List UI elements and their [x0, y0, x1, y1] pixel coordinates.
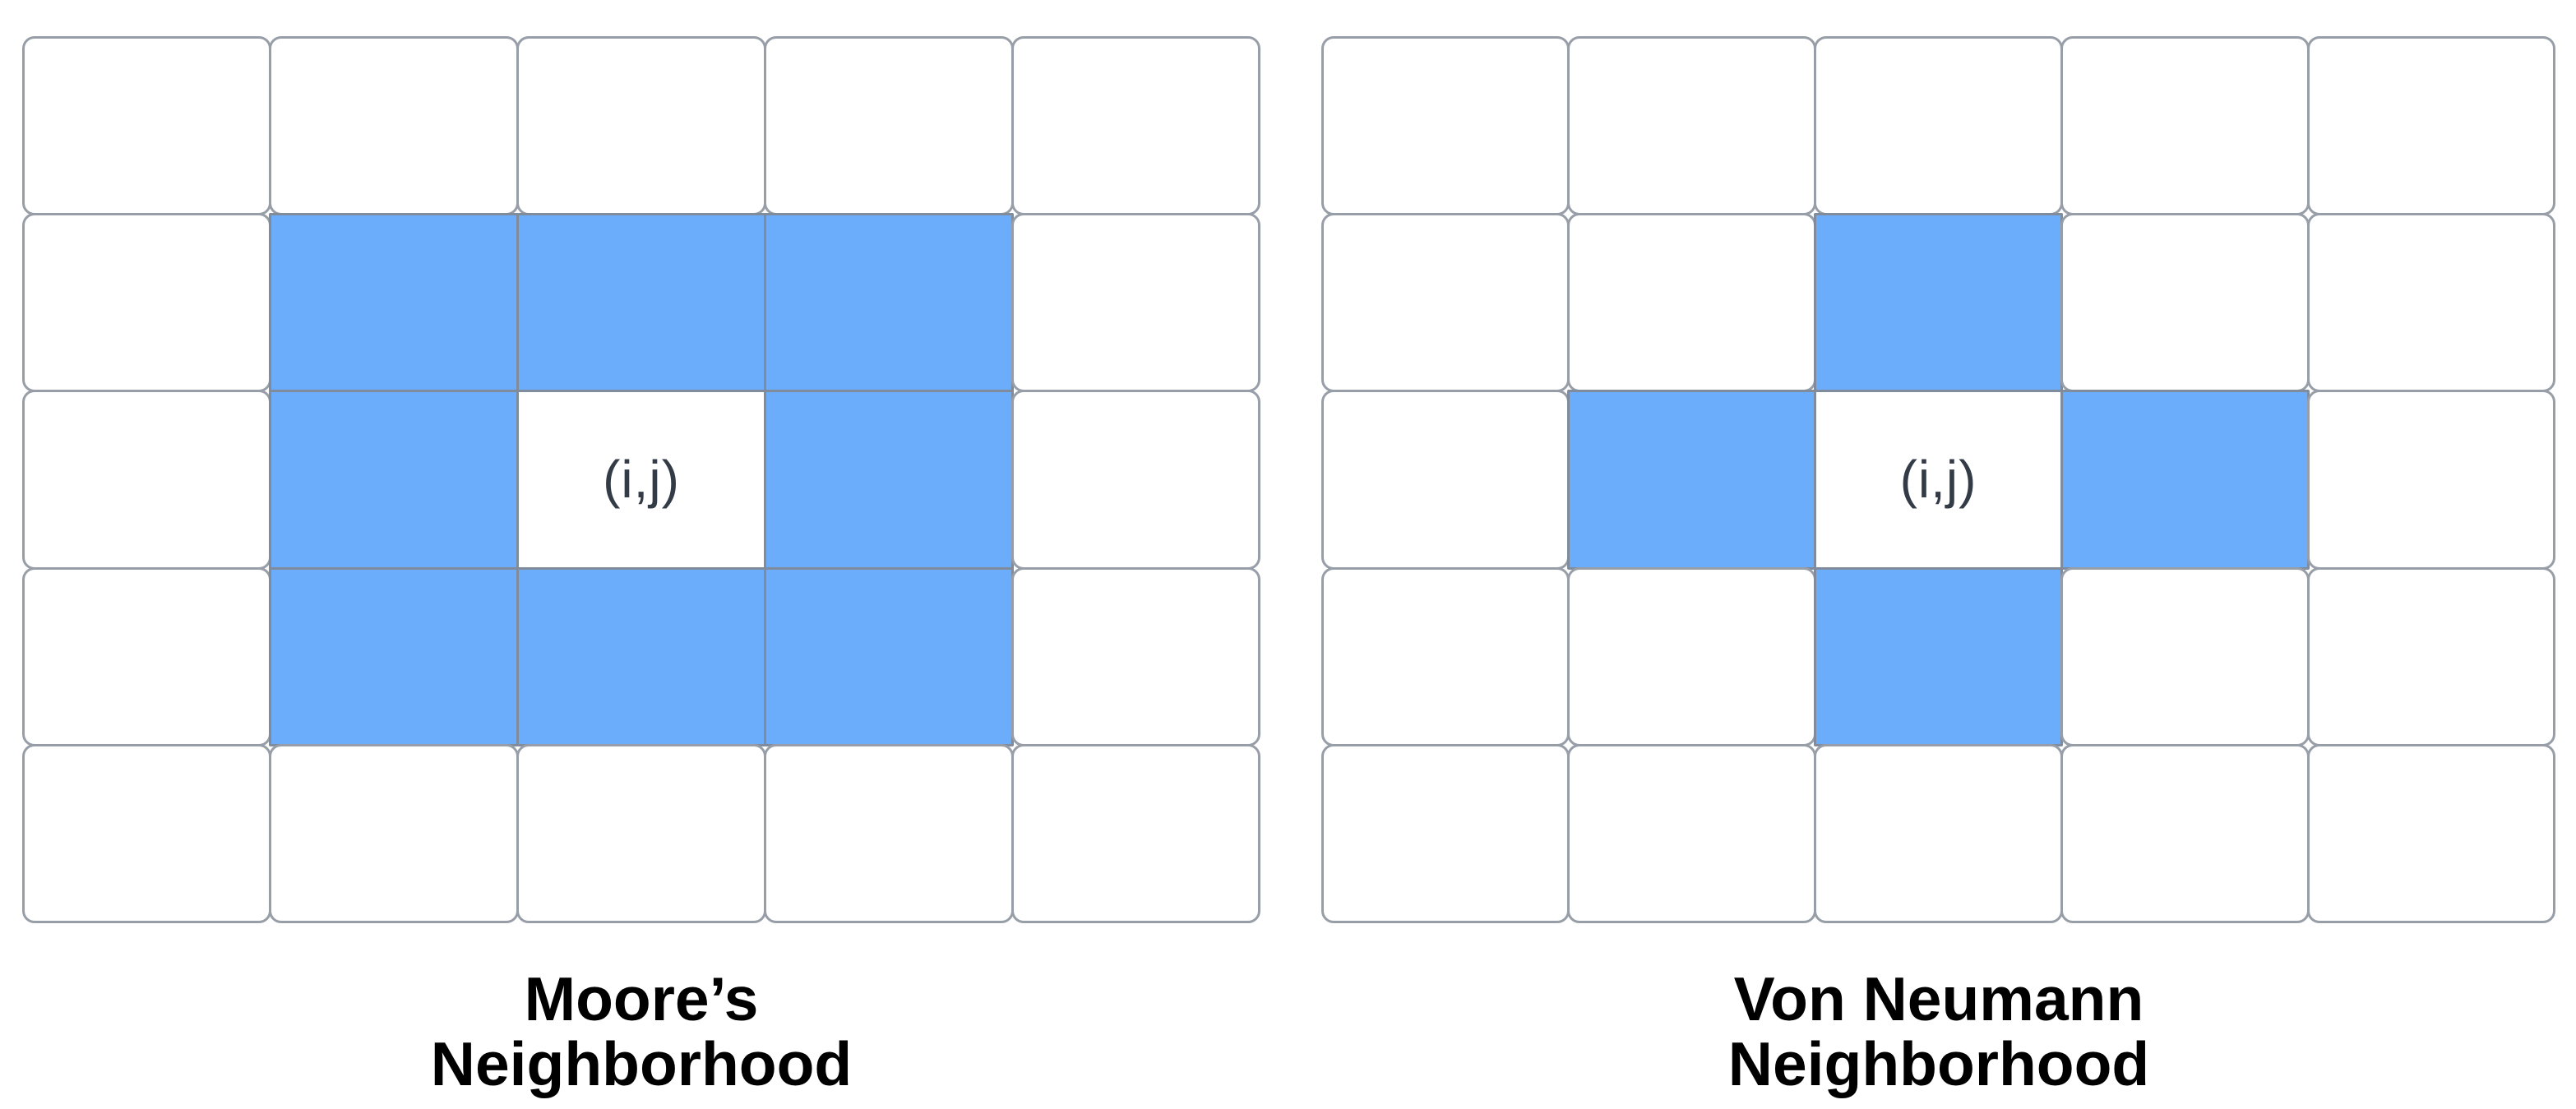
von-neumann-caption-line1: Von Neumann [1733, 964, 2144, 1033]
moore-highlighted-cell [269, 566, 520, 747]
von-neumann-empty-cell [2306, 566, 2556, 747]
von-neumann-empty-cell [1567, 212, 1817, 393]
von-neumann-empty-cell [2306, 35, 2556, 215]
moore-grid: (i,j) [21, 35, 1261, 924]
von-neumann-empty-cell [2306, 212, 2556, 393]
moore-empty-cell [1011, 744, 1261, 924]
von-neumann-empty-cell [2060, 744, 2310, 924]
moore-empty-cell [21, 390, 272, 570]
moore-empty-cell [1011, 390, 1261, 570]
moore-empty-cell [21, 212, 272, 393]
von-neumann-empty-cell [1320, 390, 1570, 570]
von-neumann-highlighted-cell [1814, 566, 2063, 747]
moore-center-cell-label: (i,j) [603, 450, 680, 510]
moore-empty-cell [1011, 35, 1261, 215]
moore-empty-cell [763, 744, 1014, 924]
von-neumann-caption: Von Neumann Neighborhood [1445, 967, 2432, 1097]
von-neumann-empty-cell [2306, 744, 2556, 924]
moore-empty-cell [763, 35, 1014, 215]
von-neumann-caption-line2: Neighborhood [1727, 1028, 2150, 1098]
moore-highlighted-cell [763, 566, 1014, 747]
moore-center-cell: (i,j) [516, 390, 766, 570]
von-neumann-empty-cell [1814, 744, 2063, 924]
moore-empty-cell [269, 744, 520, 924]
von-neumann-empty-cell [1320, 35, 1570, 215]
von-neumann-empty-cell [2060, 566, 2310, 747]
von-neumann-highlighted-cell [1814, 212, 2063, 393]
von-neumann-highlighted-cell [1567, 390, 1817, 570]
von-neumann-grid: (i,j) [1320, 35, 2556, 924]
von-neumann-empty-cell [1567, 744, 1817, 924]
moore-empty-cell [21, 35, 272, 215]
moore-highlighted-cell [269, 390, 520, 570]
von-neumann-empty-cell [1814, 35, 2063, 215]
moore-highlighted-cell [763, 212, 1014, 393]
von-neumann-empty-cell [1320, 744, 1570, 924]
von-neumann-empty-cell [1567, 566, 1817, 747]
moore-highlighted-cell [269, 212, 520, 393]
von-neumann-center-cell: (i,j) [1814, 390, 2063, 570]
moore-empty-cell [516, 35, 766, 215]
moore-empty-cell [21, 744, 272, 924]
von-neumann-empty-cell [1567, 35, 1817, 215]
moore-caption: Moore’s Neighborhood [148, 967, 1135, 1097]
moore-empty-cell [21, 566, 272, 747]
moore-highlighted-cell [516, 566, 766, 747]
moore-highlighted-cell [516, 212, 766, 393]
moore-highlighted-cell [763, 390, 1014, 570]
von-neumann-empty-cell [1320, 566, 1570, 747]
moore-empty-cell [516, 744, 766, 924]
von-neumann-empty-cell [2060, 212, 2310, 393]
von-neumann-empty-cell [2306, 390, 2556, 570]
moore-empty-cell [269, 35, 520, 215]
moore-empty-cell [1011, 566, 1261, 747]
moore-empty-cell [1011, 212, 1261, 393]
moore-caption-line1: Moore’s [524, 964, 759, 1033]
von-neumann-highlighted-cell [2060, 390, 2310, 570]
von-neumann-center-cell-label: (i,j) [1899, 450, 1977, 510]
von-neumann-empty-cell [1320, 212, 1570, 393]
moore-caption-line2: Neighborhood [430, 1028, 853, 1098]
von-neumann-empty-cell [2060, 35, 2310, 215]
